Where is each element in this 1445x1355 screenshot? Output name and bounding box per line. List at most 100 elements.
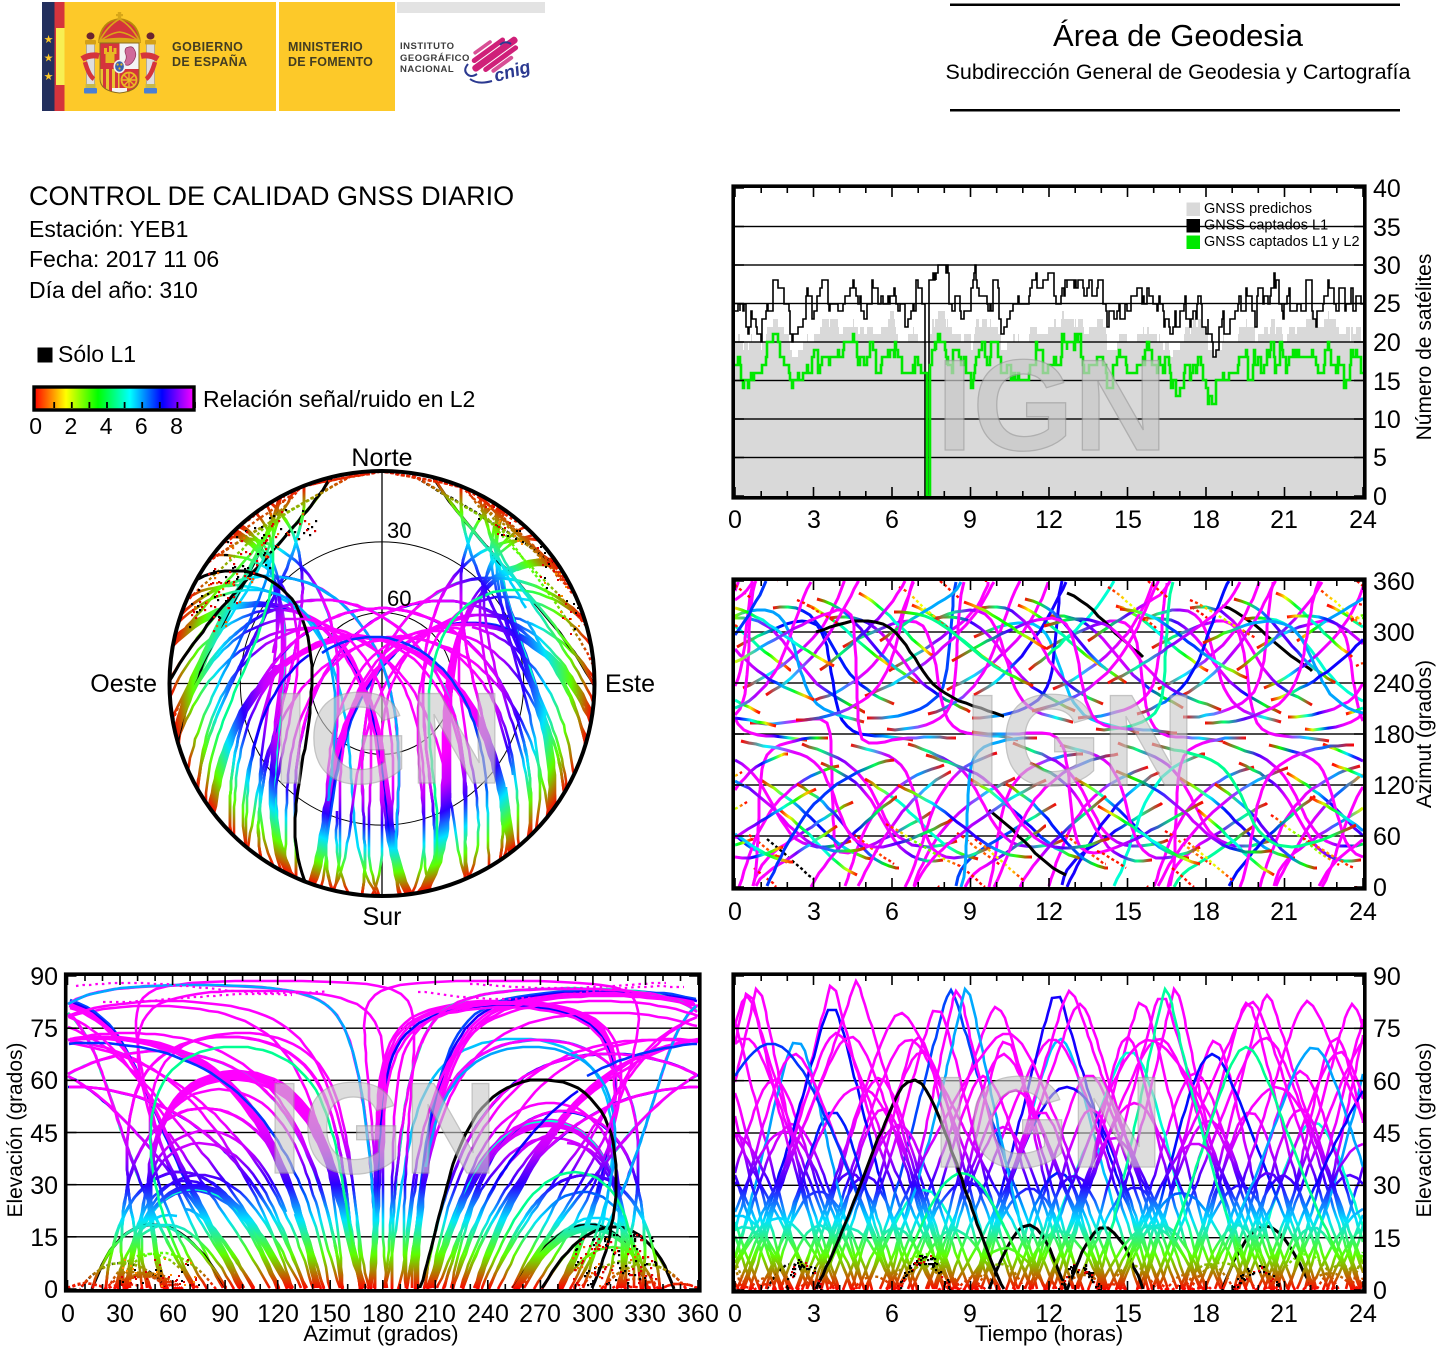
svg-text:6: 6: [885, 506, 899, 534]
svg-text:Número de satélites: Número de satélites: [1413, 254, 1436, 441]
svg-text:0: 0: [728, 898, 742, 926]
svg-text:Subdirección General de Geodes: Subdirección General de Geodesia y Carto…: [946, 60, 1411, 84]
svg-text:180: 180: [362, 1300, 404, 1328]
svg-text:15: 15: [1373, 1225, 1401, 1253]
svg-text:CONTROL DE CALIDAD GNSS DIARIO: CONTROL DE CALIDAD GNSS DIARIO: [29, 181, 514, 211]
svg-text:21: 21: [1270, 1300, 1298, 1328]
svg-text:Fecha: 2017 11 06: Fecha: 2017 11 06: [29, 246, 219, 272]
svg-text:GNSS predichos: GNSS predichos: [1204, 201, 1312, 217]
svg-text:30: 30: [1373, 1172, 1401, 1200]
svg-text:24: 24: [1349, 506, 1377, 534]
svg-text:Relación señal/ruido en L2: Relación señal/ruido en L2: [203, 386, 475, 412]
svg-text:Día del año: 310: Día del año: 310: [29, 277, 198, 303]
svg-text:Estación: YEB1: Estación: YEB1: [29, 216, 188, 242]
svg-text:30: 30: [106, 1300, 134, 1328]
svg-text:60: 60: [159, 1300, 187, 1328]
svg-text:★: ★: [44, 53, 54, 65]
svg-text:15: 15: [1114, 506, 1142, 534]
svg-text:IGN: IGN: [932, 1049, 1163, 1195]
svg-text:330: 330: [624, 1300, 666, 1328]
svg-text:180: 180: [1373, 721, 1415, 749]
svg-text:45: 45: [1373, 1120, 1401, 1148]
svg-text:5: 5: [1373, 444, 1387, 472]
svg-text:Elevación (grados): Elevación (grados): [4, 1042, 27, 1217]
svg-text:240: 240: [467, 1300, 509, 1328]
svg-text:9: 9: [963, 506, 977, 534]
svg-text:30: 30: [387, 518, 411, 543]
svg-text:GNSS captados L1: GNSS captados L1: [1204, 218, 1328, 234]
svg-text:0: 0: [1373, 1277, 1387, 1305]
svg-text:Tiempo (horas): Tiempo (horas): [975, 1321, 1123, 1346]
svg-text:0: 0: [1373, 874, 1387, 902]
svg-text:3: 3: [807, 898, 821, 926]
svg-text:150: 150: [309, 1300, 351, 1328]
svg-text:12: 12: [1035, 1300, 1063, 1328]
svg-text:0: 0: [61, 1300, 75, 1328]
svg-text:75: 75: [1373, 1015, 1401, 1043]
svg-text:GOBIERNO: GOBIERNO: [172, 40, 243, 54]
svg-text:DE ESPAÑA: DE ESPAÑA: [172, 54, 248, 69]
svg-text:Azimut (grados): Azimut (grados): [303, 1321, 458, 1346]
svg-text:75: 75: [30, 1015, 58, 1043]
svg-text:6: 6: [135, 413, 148, 439]
svg-text:0: 0: [1373, 483, 1387, 511]
svg-text:Sólo L1: Sólo L1: [58, 341, 136, 367]
svg-text:24: 24: [1349, 1300, 1377, 1328]
svg-text:90: 90: [211, 1300, 239, 1328]
svg-text:120: 120: [1373, 772, 1415, 800]
svg-text:25: 25: [1373, 290, 1401, 318]
svg-text:Azimut (grados): Azimut (grados): [1413, 660, 1436, 808]
svg-text:60: 60: [30, 1067, 58, 1095]
svg-text:0: 0: [29, 413, 42, 439]
svg-text:60: 60: [387, 586, 411, 611]
svg-text:NACIONAL: NACIONAL: [400, 64, 454, 75]
svg-text:9: 9: [963, 1300, 977, 1328]
svg-text:90: 90: [1373, 963, 1401, 991]
svg-text:INSTITUTO: INSTITUTO: [400, 41, 454, 52]
svg-text:9: 9: [963, 898, 977, 926]
svg-text:IGN: IGN: [266, 1055, 497, 1201]
svg-text:300: 300: [572, 1300, 614, 1328]
svg-text:0: 0: [728, 1300, 742, 1328]
svg-text:Este: Este: [605, 670, 655, 698]
svg-text:DE FOMENTO: DE FOMENTO: [288, 55, 373, 69]
svg-text:Norte: Norte: [351, 444, 412, 472]
svg-text:Oeste: Oeste: [90, 670, 157, 698]
svg-text:120: 120: [257, 1300, 299, 1328]
svg-text:MINISTERIO: MINISTERIO: [288, 40, 363, 54]
svg-text:60: 60: [1373, 1068, 1401, 1096]
svg-text:0: 0: [44, 1276, 58, 1304]
svg-text:21: 21: [1270, 898, 1298, 926]
svg-text:60: 60: [1373, 823, 1401, 851]
svg-text:8: 8: [170, 413, 183, 439]
svg-text:360: 360: [1373, 568, 1415, 596]
svg-text:35: 35: [1373, 214, 1401, 242]
svg-text:15: 15: [30, 1224, 58, 1252]
svg-text:18: 18: [1192, 1300, 1220, 1328]
svg-text:GNSS captados L1 y L2: GNSS captados L1 y L2: [1204, 234, 1360, 250]
svg-text:18: 18: [1192, 898, 1220, 926]
svg-text:30: 30: [30, 1172, 58, 1200]
svg-text:Sur: Sur: [363, 903, 402, 931]
svg-text:★: ★: [44, 71, 54, 83]
svg-text:GEOGRÁFICO: GEOGRÁFICO: [400, 53, 470, 64]
svg-text:IGN: IGN: [964, 667, 1195, 813]
svg-text:2: 2: [65, 413, 78, 439]
svg-text:300: 300: [1373, 619, 1415, 647]
svg-text:18: 18: [1192, 506, 1220, 534]
svg-text:0: 0: [728, 506, 742, 534]
svg-text:3: 3: [807, 506, 821, 534]
svg-text:IGN: IGN: [272, 665, 503, 811]
svg-text:30: 30: [1373, 252, 1401, 280]
svg-text:90: 90: [30, 963, 58, 991]
svg-text:21: 21: [1270, 506, 1298, 534]
svg-text:270: 270: [519, 1300, 561, 1328]
svg-text:15: 15: [1373, 368, 1401, 396]
svg-text:360: 360: [677, 1300, 719, 1328]
svg-text:3: 3: [807, 1300, 821, 1328]
svg-text:15: 15: [1114, 898, 1142, 926]
svg-text:45: 45: [30, 1120, 58, 1148]
svg-text:4: 4: [100, 413, 113, 439]
svg-text:★: ★: [44, 34, 54, 46]
svg-text:20: 20: [1373, 329, 1401, 357]
